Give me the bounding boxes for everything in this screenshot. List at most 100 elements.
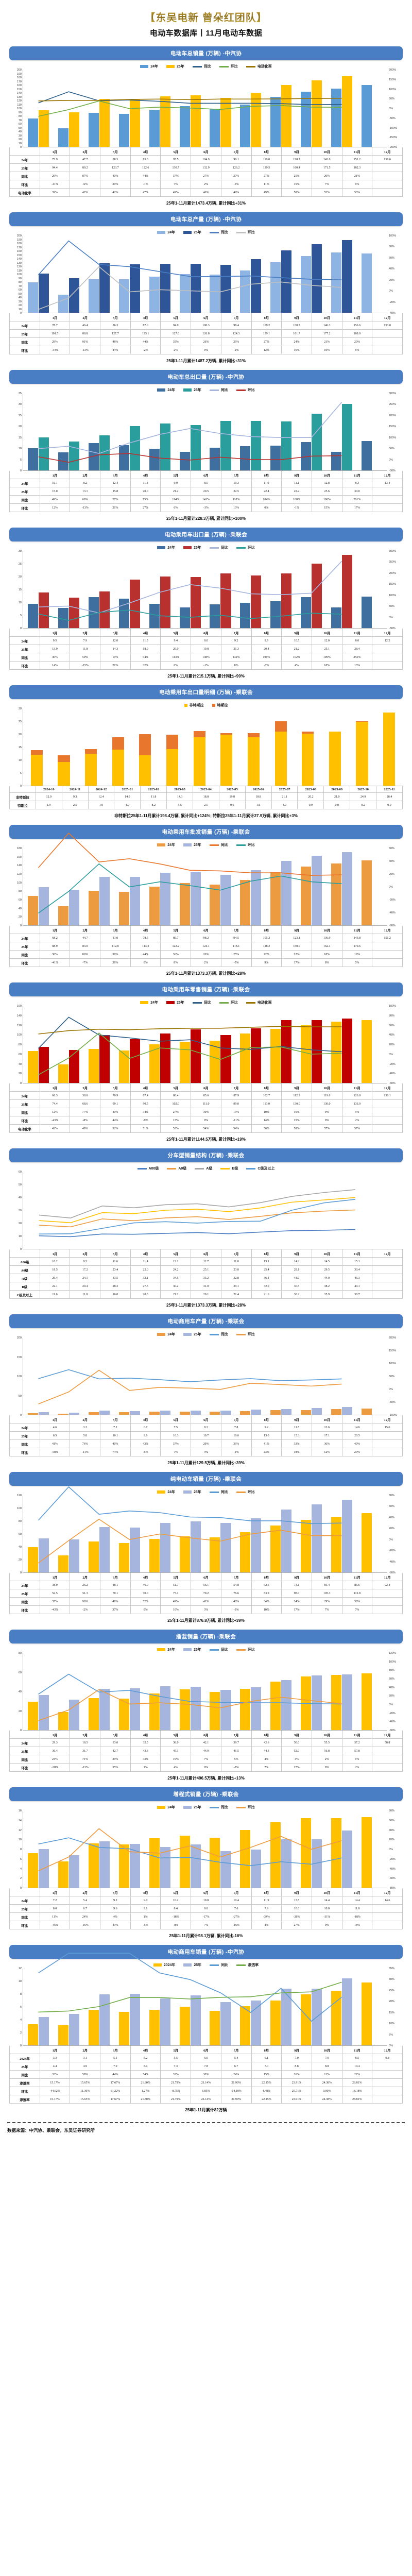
table-cell xyxy=(372,346,403,354)
y-tick-label: 4 xyxy=(20,1867,22,1871)
legend-item: 24年 xyxy=(140,1000,158,1005)
chart-section: 电动乘用车零售销量 (万辆) -乘联会 24年 25年 同比 环比 电动化率 0 20 40 60… xyxy=(9,982,403,1142)
y-tick-label: 80% xyxy=(389,1669,395,1672)
legend-item: 25年 xyxy=(166,64,184,69)
bar xyxy=(99,435,110,470)
y-tick-label: 6 xyxy=(20,1857,22,1861)
y-tick-label: 40% xyxy=(389,1828,395,1832)
table-cell: 109.2 xyxy=(251,321,282,330)
bar xyxy=(190,263,201,313)
table-cell: -5% xyxy=(130,1448,161,1456)
bar xyxy=(38,110,49,147)
column-header: 1月 xyxy=(39,1573,71,1581)
table-cell: 83.9 xyxy=(251,1589,282,1598)
bar xyxy=(179,106,190,147)
y-tick-label: 200% xyxy=(389,571,397,575)
bar-group xyxy=(84,849,114,925)
table-cell: 39% xyxy=(39,188,71,197)
table-row: 24年 38.9 26.2 48.1 46.0 51.7 56.1 54.8 62.6 73.1 8… xyxy=(9,1581,403,1589)
column-header: 4月 xyxy=(130,629,161,637)
table-cell: 0.2 xyxy=(350,801,377,809)
chart-section: 电动车总销量 (万辆) -中汽协 24年 25年 同比 环比 电动化率 0 10 20 30 40 5… xyxy=(9,46,403,206)
table-cell: 15% xyxy=(281,1116,312,1125)
legend-label: 非特斯拉 xyxy=(189,704,204,707)
column-header: 11月 xyxy=(341,147,373,156)
line-series xyxy=(39,1197,355,1223)
y-tick-label: 0 xyxy=(20,627,22,630)
bar xyxy=(240,1033,251,1083)
section-title: 电动乘用车零售销量 (万辆) -乘联会 xyxy=(9,982,403,996)
chart-section: 电动乘用车批发销量 (万辆) -乘联会 24年 25年 同比 环比 0 20 40 60 80 10… xyxy=(9,825,403,976)
table-cell: 8.2 xyxy=(70,479,101,487)
table-cell: 90.5 xyxy=(130,1099,161,1108)
table-cell: -16% xyxy=(220,1921,252,1929)
data-table: 1月 2月 3月 4月 5月 6月 7月 8月 9月 10月 11月 12月 24年 10.1 8.2 12.… xyxy=(9,471,403,512)
y-tick-label: 20 xyxy=(18,138,22,141)
y-tick-label: 15 xyxy=(18,588,22,591)
table-cell: 22.4 xyxy=(251,487,282,496)
plot-canvas xyxy=(23,1338,387,1415)
line-series xyxy=(38,1689,341,1720)
chart-legend: 非特斯拉 特斯拉 xyxy=(9,703,403,708)
bar xyxy=(342,1500,353,1572)
bar-group xyxy=(23,551,54,628)
table-cell: 7% xyxy=(160,1448,192,1456)
table-cell: 22% xyxy=(341,2070,373,2079)
legend-label: 渗透率 xyxy=(248,1963,259,1967)
bar xyxy=(342,240,353,313)
column-header: 2025-11 xyxy=(376,786,403,793)
column-header: 12月 xyxy=(372,1415,403,1423)
legend-label: 环比 xyxy=(247,843,255,847)
column-header: 12月 xyxy=(372,926,403,934)
bar-segment xyxy=(85,749,97,754)
bar xyxy=(58,1413,68,1415)
table-cell xyxy=(372,188,403,197)
bar xyxy=(160,1847,170,1888)
table-cell: 17% xyxy=(281,1605,312,1614)
row-header: 25年 xyxy=(9,645,40,653)
bar xyxy=(149,448,160,470)
table-cell: 29% xyxy=(100,1755,131,1764)
bar xyxy=(301,597,312,628)
table-cell: 7.3 xyxy=(160,2062,192,2071)
table-cell: 50% xyxy=(281,188,312,197)
line-series xyxy=(38,1370,341,1404)
table-cell: 122.6 xyxy=(130,163,161,172)
chart-legend: 24年 25年 同比 环比 xyxy=(9,842,403,848)
bar xyxy=(251,575,262,628)
bar-group xyxy=(205,849,236,925)
table-cell: 12.0 xyxy=(311,636,342,645)
bar xyxy=(38,1538,49,1572)
table-cell: 44% xyxy=(100,1116,131,1125)
table-cell: 10.1 xyxy=(39,479,71,487)
table-cell: 11.4 xyxy=(130,479,161,487)
table-cell: 17.2 xyxy=(70,1265,101,1274)
legend-swatch xyxy=(236,231,246,233)
table-cell: 10.0 xyxy=(281,1904,312,1913)
legend-swatch xyxy=(183,1333,192,1336)
y-tick-label: 25 xyxy=(18,563,22,566)
table-cell: 38.9 xyxy=(39,1581,71,1589)
bar-group xyxy=(145,551,175,628)
y-tick-label: 140 xyxy=(16,92,22,95)
column-header: 6月 xyxy=(191,1731,221,1739)
column-header: 8月 xyxy=(251,1249,282,1258)
table-cell: 54.8 xyxy=(220,1581,252,1589)
y-tick-label: 90 xyxy=(18,111,22,114)
table-cell: 87.9 xyxy=(220,1091,252,1100)
table-cell: 12.4 xyxy=(88,792,115,801)
table-cell: 130.7 xyxy=(281,321,312,330)
table-row: 环比 -44.62% 11.36% 61.22% 1.27% -8.75% 6.85% -14… xyxy=(9,2087,403,2095)
y-tick-label: 110 xyxy=(17,103,22,107)
line-series xyxy=(38,92,341,105)
table-cell: 49% xyxy=(39,495,71,504)
table-cell: 29.5 xyxy=(311,1265,342,1274)
table-cell: 118.1 xyxy=(220,942,252,951)
bar-group xyxy=(145,1338,175,1415)
bar xyxy=(342,1406,353,1415)
line-series xyxy=(38,1828,341,1871)
y-axis-right: -40% -20% 0% 20% 40% 60% 80% 100% xyxy=(387,234,403,315)
line-series xyxy=(38,1982,341,2012)
table-cell: 47% xyxy=(130,188,161,197)
table-cell: 38.8 xyxy=(70,1091,101,1100)
